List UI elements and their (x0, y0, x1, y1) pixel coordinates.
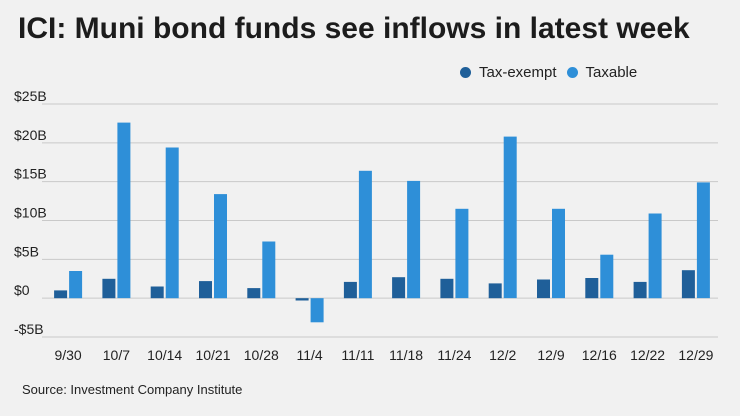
bar-taxable (696, 182, 710, 299)
bar-tax-exempt (150, 286, 164, 299)
bar-taxable (455, 208, 469, 299)
x-tick-label: 10/28 (244, 347, 279, 363)
bar-taxable (262, 241, 276, 299)
bar-taxable (358, 170, 372, 299)
y-tick-label: $15B (14, 166, 47, 182)
bar-taxable (503, 136, 517, 299)
bar-tax-exempt (585, 278, 599, 299)
bar-tax-exempt (102, 278, 116, 299)
x-tick-label: 12/22 (630, 347, 665, 363)
legend-label-tax-exempt: Tax-exempt (479, 64, 557, 81)
legend: Tax-exempt Taxable (460, 64, 637, 81)
y-tick-label: $0 (14, 282, 30, 298)
x-tick-label: 12/9 (537, 347, 564, 363)
bar-tax-exempt (247, 288, 261, 299)
legend-label-taxable: Taxable (585, 64, 638, 81)
bar-tax-exempt (681, 270, 695, 299)
bar-taxable (648, 213, 662, 299)
x-tick-label: 9/30 (54, 347, 81, 363)
bar-tax-exempt (488, 283, 502, 299)
bar-tax-exempt (440, 278, 454, 299)
x-tick-label: 12/29 (678, 347, 713, 363)
bar-tax-exempt (392, 277, 406, 299)
y-tick-label: $20B (14, 127, 47, 143)
bar-taxable (214, 194, 227, 299)
bar-taxable (69, 271, 83, 299)
source-note: Source: Investment Company Institute (22, 382, 243, 397)
y-tick-label: $5B (14, 243, 39, 259)
bar-taxable (310, 298, 324, 323)
bar-taxable (165, 147, 179, 299)
chart-title: ICI: Muni bond funds see inflows in late… (18, 12, 690, 45)
x-tick-label: 11/11 (341, 347, 374, 363)
bar-tax-exempt (537, 279, 550, 299)
y-tick-label: -$5B (14, 321, 44, 337)
bar-taxable (407, 180, 421, 299)
x-tick-label: 11/24 (437, 347, 471, 363)
bar-tax-exempt (343, 281, 357, 299)
legend-item-tax-exempt: Tax-exempt (460, 64, 557, 81)
y-tick-label: $10B (14, 205, 47, 221)
legend-swatch-taxable (566, 67, 578, 78)
y-tick-label: $25B (14, 88, 47, 104)
bar-tax-exempt (633, 281, 647, 299)
x-tick-label: 10/7 (103, 347, 130, 363)
legend-item-taxable: Taxable (566, 64, 638, 81)
x-tick-label: 10/21 (195, 347, 230, 363)
bar-tax-exempt (295, 298, 309, 301)
bar-tax-exempt (54, 290, 68, 299)
legend-swatch-tax-exempt (460, 67, 471, 78)
bar-taxable (117, 122, 131, 299)
bar-tax-exempt (199, 281, 212, 299)
x-tick-label: 10/14 (147, 347, 182, 363)
x-tick-label: 11/4 (296, 347, 322, 363)
x-tick-label: 12/16 (582, 347, 617, 363)
bar-taxable (552, 208, 565, 299)
x-tick-label: 12/2 (489, 347, 516, 363)
bar-taxable (600, 254, 614, 299)
x-tick-label: 11/18 (389, 347, 423, 363)
